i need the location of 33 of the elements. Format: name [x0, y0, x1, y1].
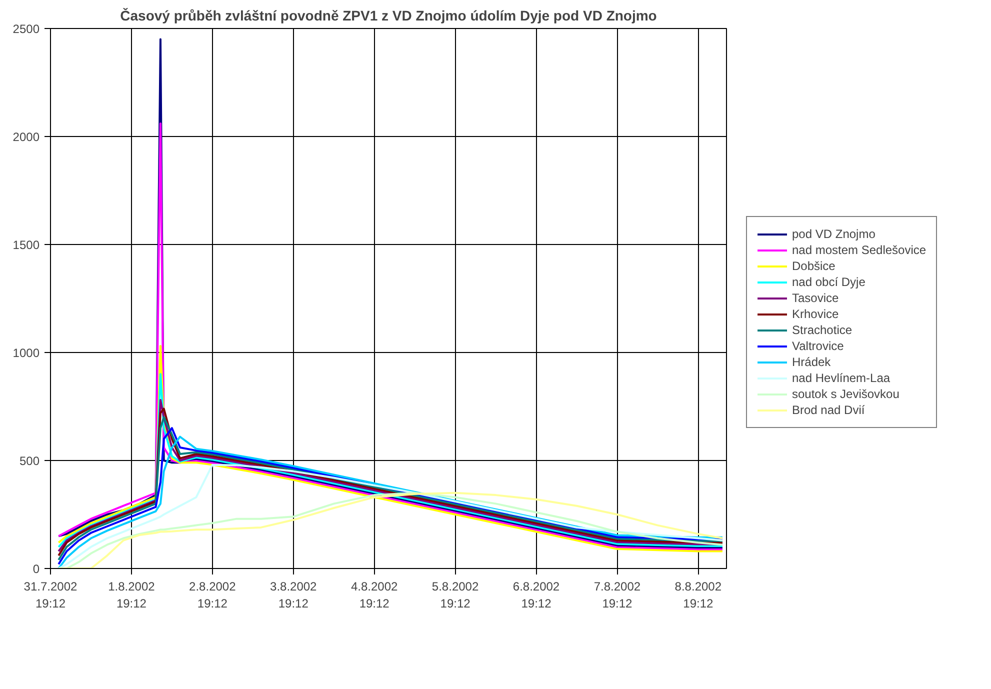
line-series — [58, 464, 724, 568]
legend-label: nad Hevlínem-Laa — [792, 371, 890, 385]
y-tick-label: 2000 — [12, 130, 40, 144]
y-tick-label: 1500 — [12, 238, 40, 252]
legend-label: Brod nad Dvií — [792, 403, 865, 417]
legend-label: Strachotice — [792, 323, 852, 337]
y-tick-label: 2500 — [12, 22, 40, 36]
legend-label: Tasovice — [792, 291, 839, 305]
x-tick-label: 8.8.2002 19:12 — [674, 580, 722, 610]
legend-label: nad mostem Sedlešovice — [792, 243, 926, 257]
x-tick-label: 5.8.2002 19:12 — [432, 580, 479, 610]
chart-title: Časový průběh zvláštní povodně ZPV1 z VD Znojmo údolím Dyje pod VD Znojmo — [120, 8, 657, 24]
y-tick-label: 0 — [32, 562, 40, 576]
x-tick-label: 4.8.2002 19:12 — [350, 580, 398, 610]
legend-label: nad obcí Dyje — [792, 275, 866, 289]
x-tick-label: 2.8.2002 19:12 — [189, 580, 236, 610]
line-series — [58, 345, 724, 552]
x-tick-label: 7.8.2002 19:12 — [594, 580, 641, 610]
x-tick-label: 6.8.2002 19:12 — [512, 580, 560, 610]
x-tick-label: 31.7.2002 19:12 — [24, 580, 78, 610]
line-series — [58, 373, 724, 548]
legend-label: Valtrovice — [792, 339, 844, 353]
line-series — [58, 492, 724, 568]
legend-label: Hrádek — [792, 355, 831, 369]
legend-label: soutok s Jevišovkou — [792, 387, 900, 401]
y-tick-label: 1000 — [12, 346, 40, 360]
legend-label: pod VD Znojmo — [792, 227, 876, 241]
x-tick-label: 1.8.2002 19:12 — [108, 580, 156, 610]
legend-label: Dobšice — [792, 259, 836, 273]
line-series — [58, 122, 724, 550]
x-tick-label: 3.8.2002 19:12 — [270, 580, 318, 610]
y-tick-label: 500 — [19, 454, 40, 468]
legend-label: Krhovice — [792, 307, 839, 321]
